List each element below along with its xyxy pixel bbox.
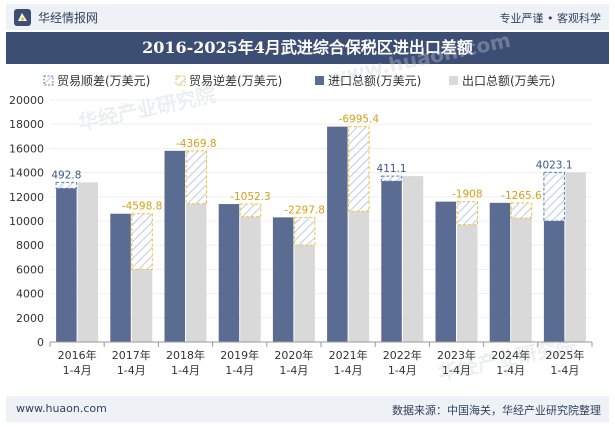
balance-data-label: -1908: [452, 189, 483, 201]
balance-data-label: -1265.6: [501, 190, 542, 202]
x-tick-label: 2024年: [491, 348, 530, 362]
x-tick-label: 1-4月: [225, 364, 254, 377]
legend-label: 出口总额(万美元): [462, 74, 555, 88]
trade-deficit-bar: [510, 202, 533, 219]
import-bar: [381, 181, 402, 342]
import-bar: [164, 150, 185, 342]
balance-data-label: -4598.8: [122, 201, 163, 213]
x-tick-label: 1-4月: [279, 364, 308, 377]
export-bar: [294, 245, 315, 342]
balance-data-label: -2297.8: [284, 204, 325, 216]
export-bar: [77, 182, 99, 342]
y-tick-label: 16000: [9, 142, 44, 155]
x-tick-label: 1-4月: [334, 364, 363, 377]
y-tick-label: 18000: [9, 118, 44, 131]
balance-data-label: -1052.3: [230, 191, 271, 203]
x-tick-label: 2021年: [329, 348, 368, 362]
y-tick-label: 8000: [16, 239, 44, 252]
x-tick-label: 1-4月: [550, 364, 579, 377]
x-tick-label: 1-4月: [117, 364, 146, 377]
x-tick-label: 1-4月: [63, 364, 92, 377]
watermark: 华经产业研究院: [76, 82, 218, 135]
brand-name: 华经情报网: [38, 11, 99, 25]
x-tick-label: 2016年: [58, 348, 97, 362]
trade-deficit-bar: [456, 201, 478, 226]
balance-data-label: -6995.4: [339, 114, 380, 126]
import-bar: [489, 202, 511, 342]
balance-data-label: 411.1: [377, 163, 407, 175]
import-bar: [435, 201, 456, 342]
x-tick-label: 2025年: [545, 348, 584, 362]
import-bar: [272, 217, 294, 342]
y-tick-label: 20000: [9, 94, 44, 107]
legend-swatch-surplus: [43, 75, 54, 86]
tagline: 专业严谨 • 客观科学: [499, 12, 601, 25]
x-tick-label: 1-4月: [496, 364, 525, 377]
export-bar: [131, 269, 153, 342]
y-tick-label: 6000: [16, 263, 44, 276]
x-tick-label: 2020年: [274, 348, 313, 362]
y-tick-label: 12000: [9, 191, 44, 204]
trade-deficit-bar: [239, 203, 262, 218]
legend-label: 贸易顺差(万美元): [57, 74, 150, 88]
legend: 贸易顺差(万美元) 贸易逆差(万美元) 进口总额(万美元) 出口总额(万美元): [43, 73, 555, 88]
data-labels: 492.8 -4598.8 -4369.8 -1052.3 -2297.8 -6995.4…: [51, 114, 572, 217]
export-bar: [186, 203, 207, 342]
chart-title: 2016-2025年4月武进综合保税区进出口差额: [6, 32, 609, 64]
x-tick-label: 2017年: [112, 348, 151, 362]
y-tick-label: 14000: [9, 167, 44, 180]
trade-deficit-bar: [185, 150, 207, 205]
balance-data-label: 4023.1: [536, 159, 573, 171]
y-tick-label: 2000: [16, 312, 44, 325]
export-bar: [402, 176, 424, 342]
import-bar: [218, 204, 240, 342]
y-tick-label: 10000: [9, 215, 44, 228]
balance-data-label: -4369.8: [176, 138, 217, 150]
balance-data-label: 492.8: [51, 169, 81, 181]
export-bar: [240, 216, 261, 342]
import-bar: [327, 126, 348, 343]
legend-swatch-import: [315, 76, 324, 85]
x-tick-label: 2019年: [220, 348, 259, 362]
export-bar: [565, 172, 586, 342]
legend-label: 进口总额(万美元): [328, 74, 421, 88]
bars: [55, 126, 586, 343]
y-tick-label: 0: [37, 336, 44, 349]
legend-label: 贸易逆差(万美元): [189, 73, 282, 88]
x-tick-label: 2018年: [166, 348, 205, 362]
trade-deficit-bar: [293, 216, 316, 246]
import-bar: [56, 188, 77, 342]
x-tick-label: 1-4月: [442, 364, 471, 377]
top-bar: 华经情报网 专业严谨 • 客观科学: [6, 4, 609, 30]
x-tick-label: 2022年: [383, 348, 422, 362]
huajing-logo-icon: [14, 9, 31, 26]
trade-deficit-bar: [348, 126, 370, 212]
trade-surplus-bar: [55, 181, 78, 189]
legend-swatch-deficit: [175, 75, 186, 86]
legend-swatch-export: [449, 76, 458, 85]
x-tick-label: 1-4月: [171, 364, 200, 377]
y-tick-label: 4000: [16, 288, 44, 301]
export-bar: [348, 211, 370, 342]
x-tick-label: 2023年: [437, 348, 476, 362]
import-bar: [543, 221, 565, 342]
trade-deficit-bar: [131, 213, 153, 270]
trade-surplus-bar: [543, 171, 565, 222]
trade-surplus-bar: [380, 175, 403, 182]
website-link[interactable]: www.huaon.com: [16, 402, 107, 415]
axes: 0 2000 4000 6000 8000 10000 12000 14000 16000 180…: [9, 94, 593, 377]
data-source: 数据来源：中国海关，华经产业研究院整理: [392, 404, 601, 417]
export-bar: [457, 224, 478, 342]
footer-bar: www.huaon.com 数据来源：中国海关，华经产业研究院整理: [6, 396, 609, 422]
x-tick-label: 1-4月: [388, 364, 417, 377]
export-bar: [511, 218, 532, 342]
import-bar: [110, 213, 131, 342]
